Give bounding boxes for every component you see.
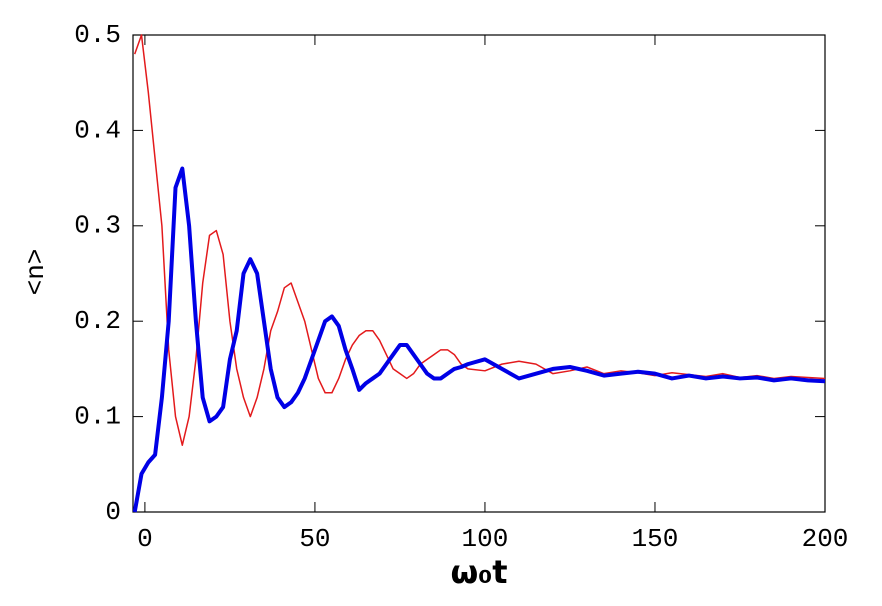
- data-line: [132, 166, 826, 513]
- data-line: [133, 34, 826, 446]
- y-tick-label: 0.2: [74, 306, 121, 336]
- x-tick-label: 0: [137, 524, 153, 554]
- x-tick-label: 50: [299, 524, 330, 554]
- y-tick-label: 0.5: [74, 20, 121, 50]
- y-tick-label: 0.1: [74, 401, 121, 431]
- x-tick-label: 200: [802, 524, 849, 554]
- y-tick-label: 0.4: [74, 115, 121, 145]
- x-tick-label: 150: [632, 524, 679, 554]
- y-axis-label: <n>: [21, 249, 51, 296]
- y-tick-label: 0: [105, 497, 121, 527]
- x-tick-label: 100: [462, 524, 509, 554]
- x-axis-label: ω₀t: [450, 553, 507, 591]
- plot-frame: [132, 34, 826, 513]
- y-tick-label: 0.3: [74, 211, 121, 241]
